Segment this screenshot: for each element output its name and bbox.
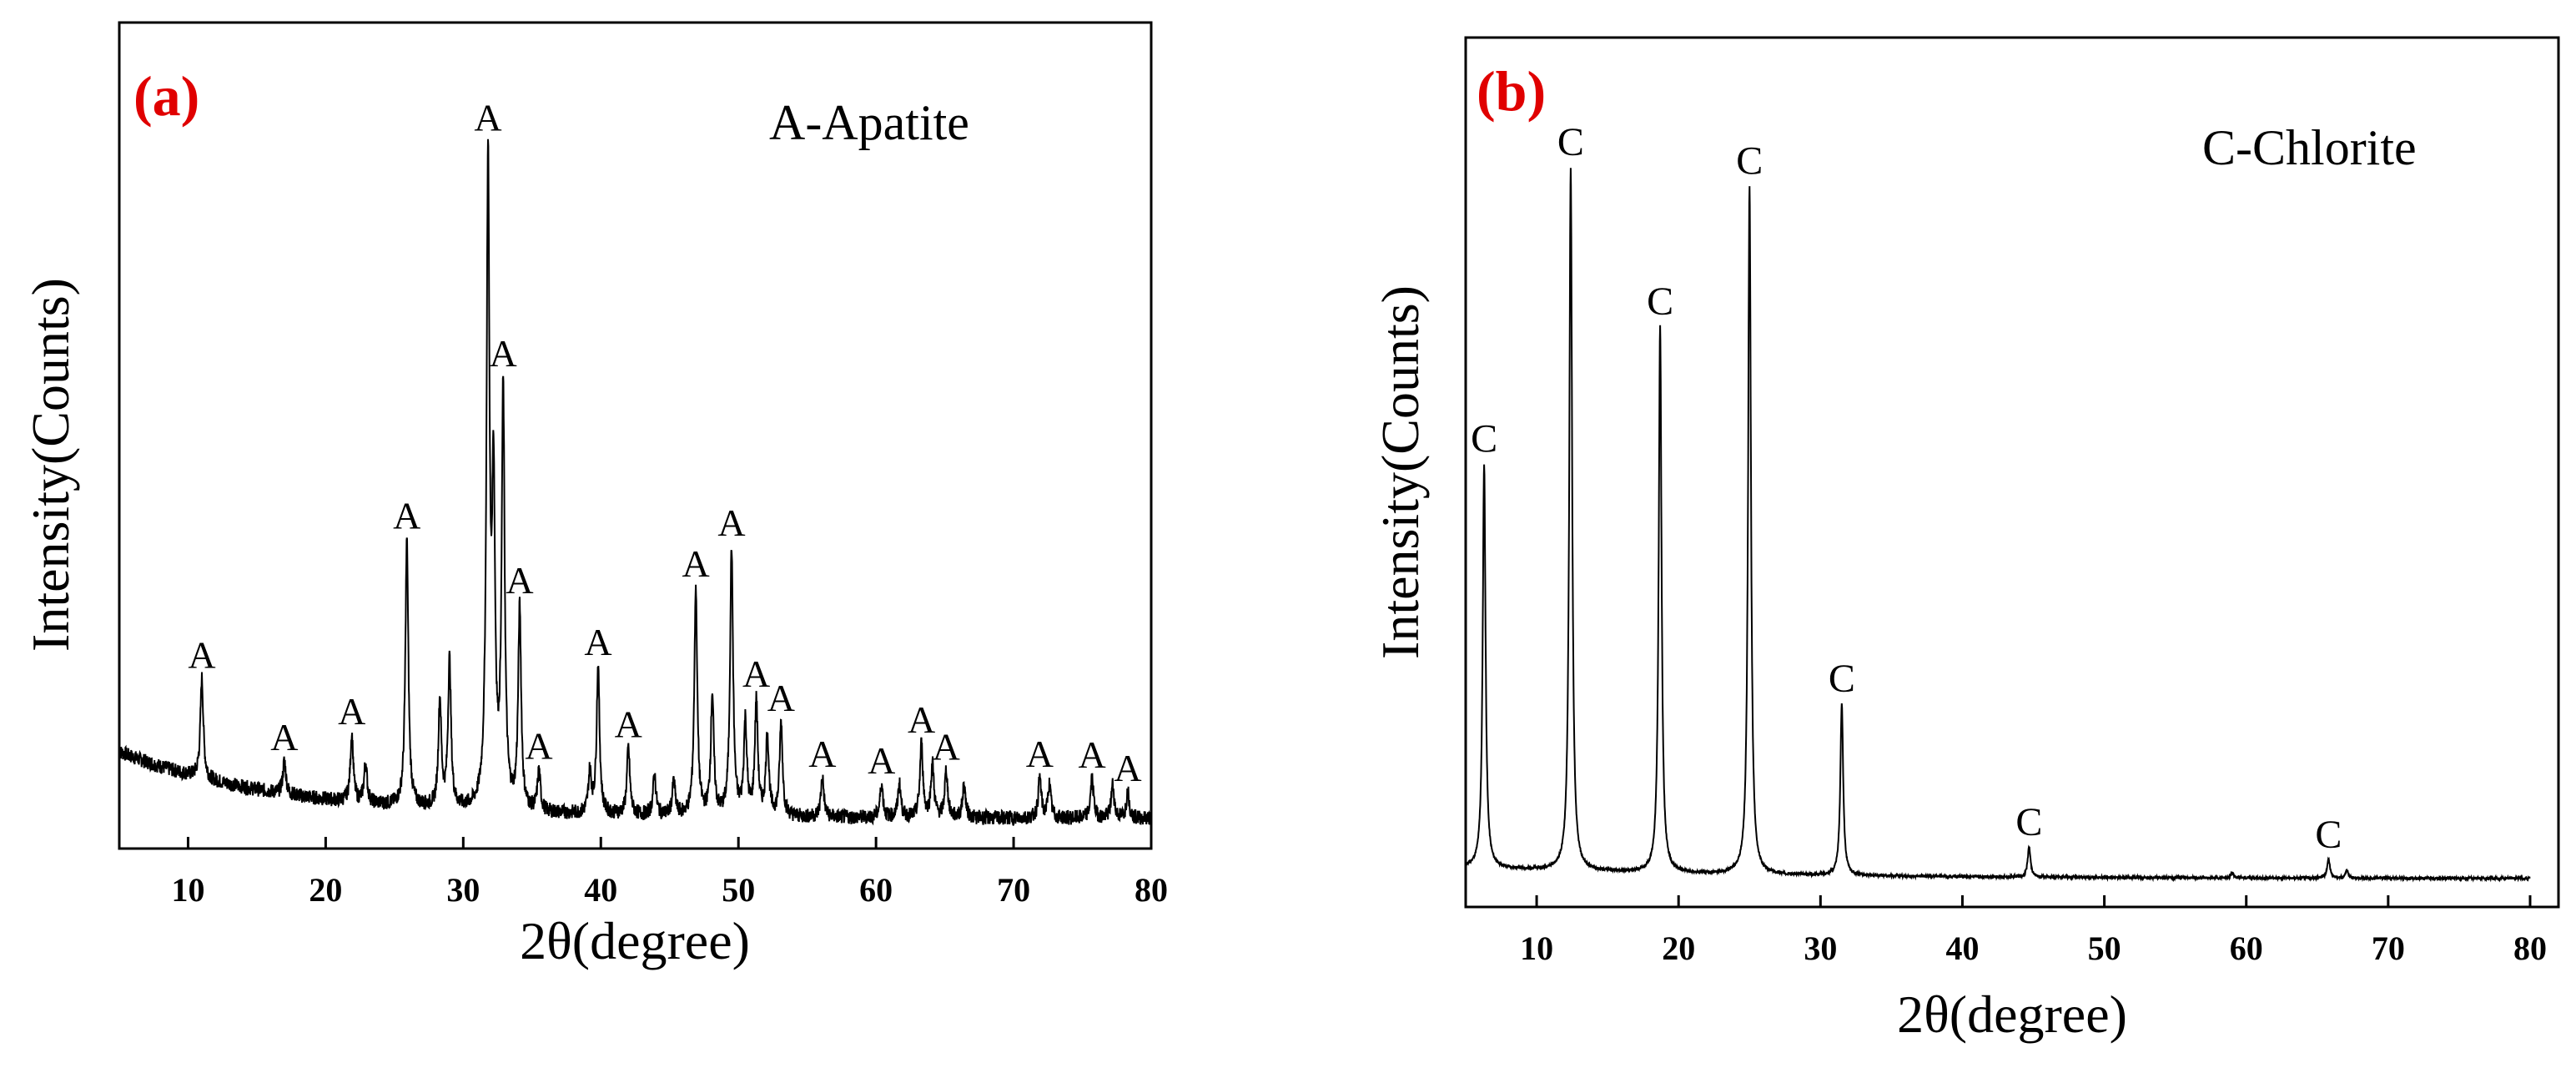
peak-label: A bbox=[933, 725, 960, 768]
x-axis-tick-labels: 10 20 30 40 50 60 70 80 bbox=[171, 871, 1168, 909]
peak-label: C bbox=[1736, 139, 1763, 183]
x-tick-label: 30 bbox=[1804, 929, 1837, 967]
peak-label: C bbox=[1471, 417, 1497, 461]
peak-label: A bbox=[525, 724, 552, 767]
x-tick-label: 80 bbox=[1135, 871, 1168, 909]
x-tick-label: 20 bbox=[1662, 929, 1695, 967]
peak-label: A bbox=[506, 559, 533, 602]
peak-label: A bbox=[615, 703, 642, 745]
peak-label: A bbox=[1026, 733, 1054, 775]
peak-label: A bbox=[717, 501, 745, 544]
x-tick-label: 30 bbox=[446, 871, 480, 909]
x-tick-label: 40 bbox=[1945, 929, 1979, 967]
peak-label: C bbox=[2315, 813, 2342, 857]
peak-label: A bbox=[742, 652, 770, 695]
x-tick-label: 50 bbox=[2088, 929, 2121, 967]
xrd-pattern-line bbox=[118, 139, 1152, 827]
peak-label: A bbox=[474, 97, 501, 139]
peak-label: A bbox=[908, 698, 935, 741]
panel-label: (a) bbox=[133, 64, 199, 128]
peak-label: A bbox=[338, 690, 365, 733]
plot-frame bbox=[118, 21, 1153, 850]
peak-label: A bbox=[868, 739, 895, 782]
peak-label: C bbox=[2015, 800, 2042, 844]
peak-label: C bbox=[1829, 657, 1855, 701]
peak-label: A bbox=[808, 733, 836, 775]
y-axis-label: Intensity(Counts) bbox=[21, 278, 80, 652]
x-axis-ticks bbox=[1535, 895, 2532, 907]
peak-label: C bbox=[1647, 280, 1673, 324]
x-axis-label: 2θ(degree) bbox=[1897, 985, 2127, 1044]
y-axis-label: Intensity(Counts) bbox=[1371, 285, 1430, 659]
xrd-pattern-line bbox=[1465, 168, 2531, 883]
x-axis-ticks bbox=[186, 837, 1153, 849]
x-tick-label: 10 bbox=[1520, 929, 1553, 967]
peak-label: A bbox=[1078, 733, 1105, 776]
x-tick-label: 70 bbox=[2372, 929, 2405, 967]
peak-label: A bbox=[393, 494, 420, 536]
peak-label: A bbox=[188, 633, 215, 676]
x-axis-label: 2θ(degree) bbox=[520, 911, 750, 970]
x-tick-label: 60 bbox=[2230, 929, 2263, 967]
x-tick-label: 40 bbox=[584, 871, 617, 909]
plot-frame bbox=[1464, 36, 2560, 909]
x-axis-tick-labels: 10 20 30 40 50 60 70 80 bbox=[1520, 929, 2547, 967]
x-tick-label: 20 bbox=[309, 871, 342, 909]
x-tick-label: 50 bbox=[722, 871, 755, 909]
peak-label: C bbox=[1557, 120, 1584, 164]
x-tick-label: 70 bbox=[997, 871, 1030, 909]
peak-label: A bbox=[490, 332, 517, 375]
peak-label: A bbox=[270, 716, 298, 758]
legend-text: A-Apatite bbox=[769, 95, 969, 150]
peak-label: A bbox=[682, 542, 709, 585]
legend-text: C-Chlorite bbox=[2202, 120, 2417, 175]
panel-label: (b) bbox=[1477, 59, 1546, 123]
x-tick-label: 80 bbox=[2513, 929, 2547, 967]
peak-label: A bbox=[584, 621, 611, 663]
peak-label: A bbox=[1114, 747, 1141, 789]
peak-label: A bbox=[767, 677, 795, 719]
x-tick-label: 60 bbox=[859, 871, 893, 909]
peak-labels: C C C C C C C bbox=[1471, 120, 2342, 857]
x-tick-label: 10 bbox=[171, 871, 204, 909]
